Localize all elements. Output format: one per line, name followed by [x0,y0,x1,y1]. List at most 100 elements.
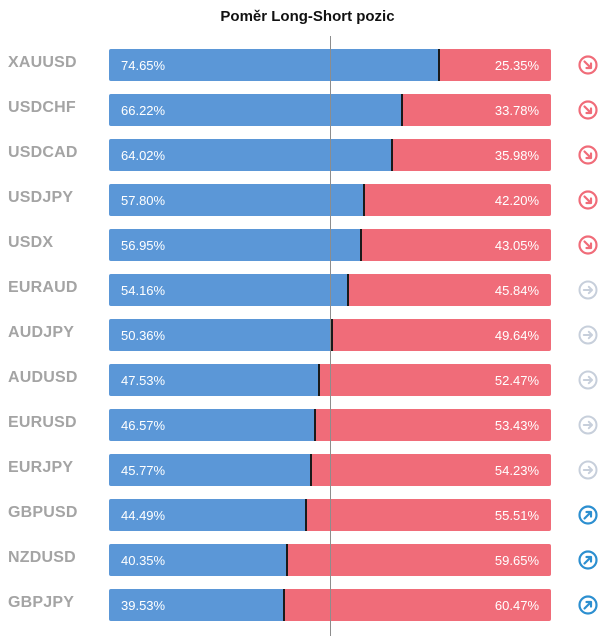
symbol-label[interactable]: EURUSD [8,414,77,431]
short-segment [311,454,551,486]
short-percent-label: 42.20% [494,193,539,208]
long-percent-label: 57.80% [121,193,166,208]
short-segment [306,499,551,531]
ratio-row: XAUUSD 74.65% 25.35% [0,49,615,81]
symbol-label[interactable]: XAUUSD [8,54,77,71]
symbol-label[interactable]: USDCAD [8,144,78,161]
ratio-row: USDCHF 66.22% 33.78% [0,94,615,126]
arrow-up-right-icon[interactable] [578,595,598,615]
long-segment [109,94,402,126]
short-segment [361,229,551,261]
arrow-down-right-icon[interactable] [578,190,598,210]
arrow-right-icon[interactable] [578,460,598,480]
short-segment [348,274,551,306]
ratio-row: USDX 56.95% 43.05% [0,229,615,261]
long-percent-label: 66.22% [121,103,166,118]
long-short-bar: 66.22% 33.78% [109,94,551,126]
arrow-up-right-icon[interactable] [578,550,598,570]
symbol-label[interactable]: GBPJPY [8,594,75,611]
long-percent-label: 47.53% [121,373,166,388]
long-segment [109,454,311,486]
long-percent-label: 45.77% [121,463,166,478]
ratio-divider [318,364,320,396]
arrow-down-right-icon[interactable] [578,145,598,165]
long-percent-label: 46.57% [121,418,166,433]
ratio-divider [438,49,440,81]
long-segment [109,544,287,576]
symbol-label[interactable]: EURJPY [8,459,74,476]
arrow-right-icon[interactable] [578,280,598,300]
long-segment [109,589,284,621]
short-segment [392,139,551,171]
long-percent-label: 50.36% [121,328,166,343]
symbol-label[interactable]: USDX [8,234,54,251]
ratio-divider [401,94,403,126]
ratio-divider [347,274,349,306]
ratio-divider [360,229,362,261]
long-segment [109,139,392,171]
long-short-bar: 46.57% 53.43% [109,409,551,441]
long-percent-label: 54.16% [121,283,166,298]
short-segment [287,544,551,576]
ratio-row: USDJPY 57.80% 42.20% [0,184,615,216]
symbol-label[interactable]: NZDUSD [8,549,76,566]
long-percent-label: 40.35% [121,553,166,568]
long-short-bar: 40.35% 59.65% [109,544,551,576]
ratio-divider [305,499,307,531]
symbol-label[interactable]: AUDJPY [8,324,75,341]
long-percent-label: 64.02% [121,148,166,163]
ratio-row: EURUSD 46.57% 53.43% [0,409,615,441]
symbol-label[interactable]: USDJPY [8,189,74,206]
ratio-divider [331,319,333,351]
ratio-row: EURJPY 45.77% 54.23% [0,454,615,486]
long-segment [109,184,364,216]
arrow-down-right-icon[interactable] [578,100,598,120]
symbol-label[interactable]: EURAUD [8,279,78,296]
long-segment [109,49,439,81]
short-percent-label: 45.84% [494,283,539,298]
long-percent-label: 39.53% [121,598,166,613]
short-segment [284,589,551,621]
long-segment [109,409,315,441]
long-short-bar: 54.16% 45.84% [109,274,551,306]
ratio-divider [363,184,365,216]
arrow-right-icon[interactable] [578,415,598,435]
long-short-bar: 74.65% 25.35% [109,49,551,81]
arrow-right-icon[interactable] [578,325,598,345]
short-percent-label: 59.65% [494,553,539,568]
long-short-bar: 44.49% 55.51% [109,499,551,531]
long-short-bar: 45.77% 54.23% [109,454,551,486]
long-segment [109,229,361,261]
short-percent-label: 52.47% [494,373,539,388]
short-segment [439,49,551,81]
fifty-percent-line [330,36,331,636]
long-short-bar: 64.02% 35.98% [109,139,551,171]
arrow-right-icon[interactable] [578,370,598,390]
long-short-bar: 56.95% 43.05% [109,229,551,261]
long-segment [109,499,306,531]
ratio-divider [286,544,288,576]
arrow-up-right-icon[interactable] [578,505,598,525]
short-percent-label: 49.64% [494,328,539,343]
ratio-row: AUDJPY 50.36% 49.64% [0,319,615,351]
long-segment [109,364,319,396]
short-percent-label: 33.78% [494,103,539,118]
long-segment [109,319,332,351]
short-segment [319,364,551,396]
long-percent-label: 44.49% [121,508,166,523]
symbol-label[interactable]: GBPUSD [8,504,78,521]
arrow-down-right-icon[interactable] [578,55,598,75]
arrow-down-right-icon[interactable] [578,235,598,255]
long-short-bar: 39.53% 60.47% [109,589,551,621]
short-percent-label: 55.51% [494,508,539,523]
short-segment [402,94,551,126]
short-percent-label: 25.35% [494,58,539,73]
symbol-label[interactable]: USDCHF [8,99,76,116]
ratio-row: AUDUSD 47.53% 52.47% [0,364,615,396]
short-percent-label: 60.47% [494,598,539,613]
ratio-row: EURAUD 54.16% 45.84% [0,274,615,306]
ratio-row: USDCAD 64.02% 35.98% [0,139,615,171]
long-percent-label: 74.65% [121,58,166,73]
symbol-label[interactable]: AUDUSD [8,369,78,386]
ratio-divider [310,454,312,486]
